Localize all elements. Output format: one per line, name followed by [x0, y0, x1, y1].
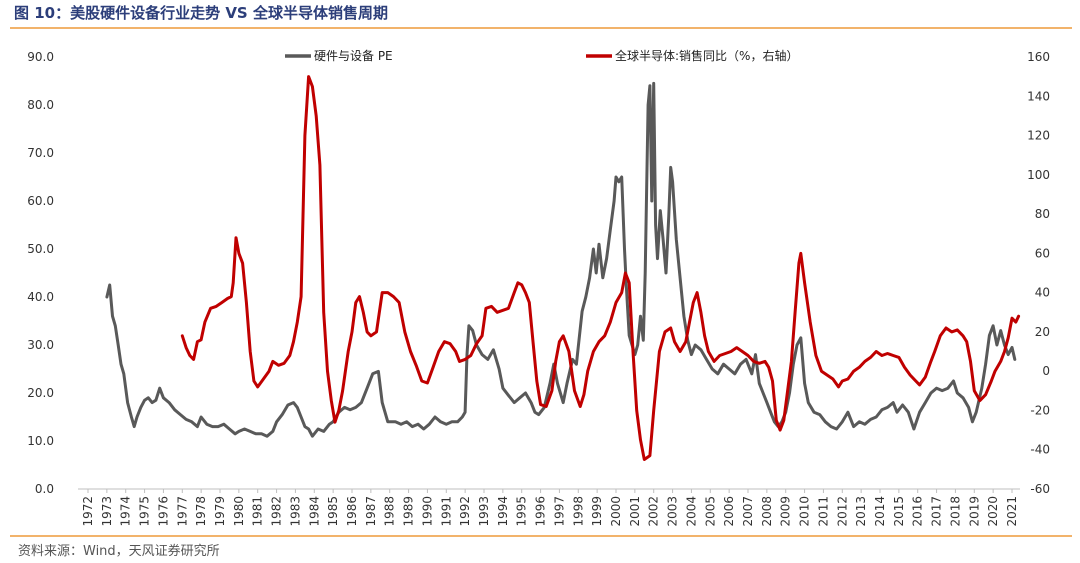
x-tick-label: 1972	[81, 496, 95, 527]
x-tick-label: 1974	[119, 496, 133, 527]
x-tick-label: 2002	[647, 496, 661, 527]
x-tick-label: 2021	[1005, 496, 1019, 527]
right-tick-label: -20	[1030, 403, 1050, 417]
x-tick-label: 1975	[138, 496, 152, 527]
x-tick-label: 2000	[609, 496, 623, 527]
x-tick-label: 1994	[496, 496, 510, 527]
x-tick-label: 2010	[798, 496, 812, 527]
left-tick-label: 70.0	[27, 146, 54, 160]
x-tick-label: 2006	[722, 496, 736, 527]
right-tick-label: 80	[1035, 207, 1050, 221]
x-tick-label: 2014	[873, 496, 887, 527]
x-tick-label: 2001	[628, 496, 642, 527]
left-tick-label: 20.0	[27, 386, 54, 400]
source-note: 资料来源：Wind，天风证券研究所	[18, 544, 220, 559]
x-tick-label: 2003	[666, 496, 680, 527]
x-tick-label: 2020	[986, 496, 1000, 527]
left-tick-label: 30.0	[27, 338, 54, 352]
x-tick-label: 1996	[534, 496, 548, 527]
x-tick-label: 1987	[364, 496, 378, 527]
x-tick-label: 2009	[779, 496, 793, 527]
left-tick-label: 40.0	[27, 290, 54, 304]
x-tick-label: 2019	[967, 496, 981, 527]
series-line-semi-sales	[180, 75, 1021, 461]
left-tick-label: 60.0	[27, 194, 54, 208]
x-tick-label: 1990	[420, 496, 434, 527]
x-tick-label: 1991	[439, 496, 453, 527]
series-line-pe	[105, 81, 1017, 438]
x-tick-label: 1981	[251, 496, 265, 527]
x-tick-label: 1980	[232, 496, 246, 527]
series-layer	[105, 75, 1021, 461]
right-tick-label: 60	[1035, 246, 1050, 260]
bottom-divider	[10, 535, 1072, 537]
x-tick-label: 1988	[383, 496, 397, 527]
right-tick-label: 40	[1035, 286, 1050, 300]
x-tick-label: 1995	[515, 496, 529, 527]
x-tick-label: 2013	[854, 496, 868, 527]
x-tick-label: 1983	[288, 496, 302, 527]
right-tick-label: -60	[1030, 482, 1050, 496]
right-axis: -60 -40 -20 0 20 40 60 80 100 120 140 160	[1027, 50, 1050, 496]
x-tick-label: 2015	[892, 496, 906, 527]
right-tick-label: 120	[1027, 129, 1050, 143]
x-tick-label: 1984	[307, 496, 321, 527]
x-tick-label: 1985	[326, 496, 340, 527]
x-tick-label: 2005	[703, 496, 717, 527]
left-axis: 0.0 10.0 20.0 30.0 40.0 50.0 60.0 70.0 80.0 90.0	[27, 50, 54, 496]
x-tick-label: 2018	[948, 496, 962, 527]
x-tick-label: 1973	[100, 496, 114, 527]
x-axis: 1972 1973 1974 1975 1976 1977 1978 1979 1980 1981…	[81, 489, 1019, 527]
left-tick-label: 80.0	[27, 98, 54, 112]
x-tick-label: 1986	[345, 496, 359, 527]
x-tick-label: 1992	[458, 496, 472, 527]
x-tick-label: 1982	[270, 496, 284, 527]
left-tick-label: 50.0	[27, 242, 54, 256]
x-tick-label: 1999	[590, 496, 604, 527]
legend-label-pe: 硬件与设备 PE	[314, 49, 393, 63]
x-tick-label: 1993	[477, 496, 491, 527]
legend-label-semi-sales: 全球半导体:销售同比（%，右轴）	[615, 48, 798, 63]
left-tick-label: 0.0	[35, 482, 54, 496]
x-tick-label: 1977	[175, 496, 189, 527]
chart-title: 图 10：美股硬件设备行业走势 VS 全球半导体销售周期	[14, 4, 388, 22]
right-tick-label: 160	[1027, 50, 1050, 64]
x-tick-label: 2012	[835, 496, 849, 527]
x-tick-label: 2016	[911, 496, 925, 527]
x-tick-label: 2008	[760, 496, 774, 527]
right-tick-label: 0	[1042, 364, 1050, 378]
x-tick-label: 2017	[930, 496, 944, 527]
x-tick-label: 2004	[684, 496, 698, 527]
x-tick-label: 2007	[741, 496, 755, 527]
x-tick-label: 1997	[552, 496, 566, 527]
right-tick-label: 140	[1027, 89, 1050, 103]
left-tick-label: 10.0	[27, 434, 54, 448]
right-tick-label: -40	[1030, 443, 1050, 457]
x-tick-label: 1978	[194, 496, 208, 527]
x-tick-label: 1976	[156, 496, 170, 527]
right-tick-label: 100	[1027, 168, 1050, 182]
x-tick-label: 1989	[402, 496, 416, 527]
x-tick-label: 2011	[816, 496, 830, 527]
top-divider	[10, 27, 1072, 29]
x-tick-label: 1979	[213, 496, 227, 527]
x-tick-label: 1998	[571, 496, 585, 527]
legend: 硬件与设备 PE 全球半导体:销售同比（%，右轴）	[285, 48, 798, 63]
left-tick-label: 90.0	[27, 50, 54, 64]
right-tick-label: 20	[1035, 325, 1050, 339]
